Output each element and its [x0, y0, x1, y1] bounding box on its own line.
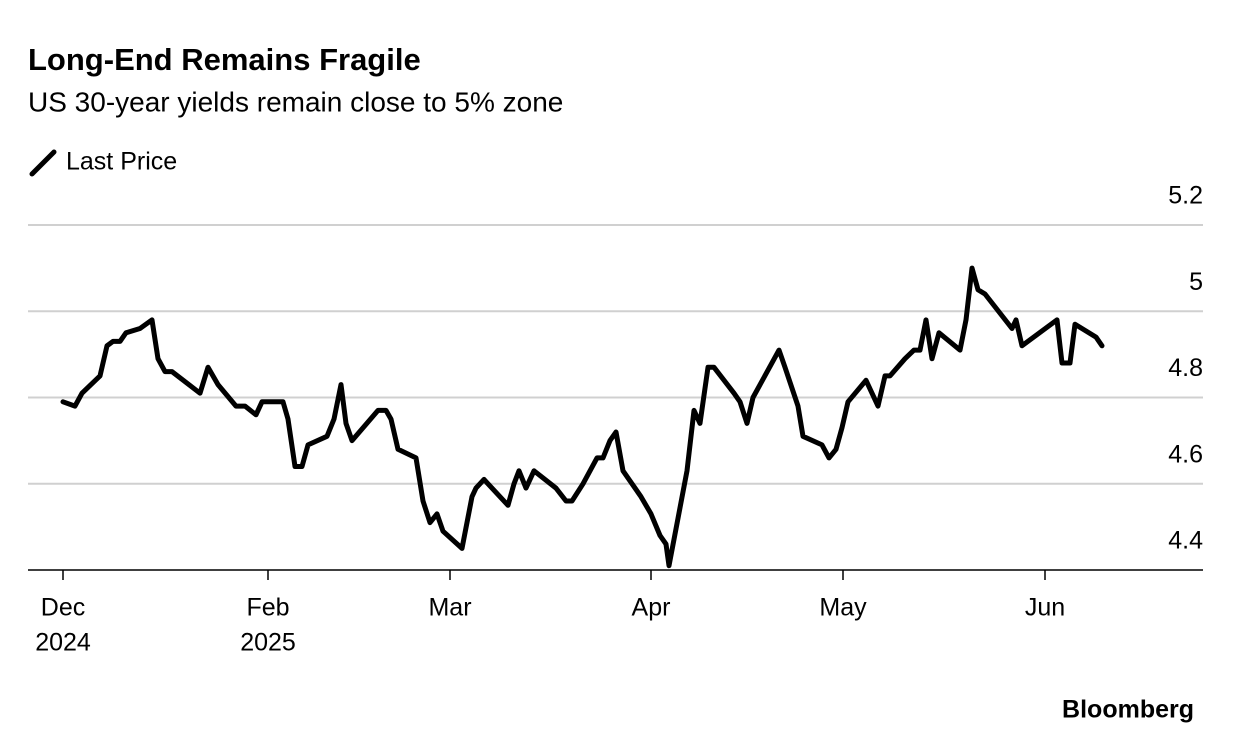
chart-subtitle: US 30-year yields remain close to 5% zon… — [28, 86, 563, 117]
x-tick-label: Feb — [246, 594, 289, 622]
source: Bloomberg — [1062, 696, 1194, 724]
y-tick-label: 4.4 — [1168, 527, 1203, 555]
y-tick-label: 4.8 — [1168, 354, 1203, 382]
y-tick-label: 4.6 — [1168, 440, 1203, 468]
x-tick-label: Apr — [632, 594, 671, 622]
y-tick-label: 5 — [1189, 268, 1203, 296]
x-year-label: 2024 — [35, 629, 91, 657]
legend-label: Last Price — [66, 148, 177, 176]
y-tick-label: 5.2 — [1168, 182, 1203, 210]
legend-swatch — [29, 149, 57, 177]
x-tick-label: Jun — [1025, 594, 1065, 622]
chart-title: Long-End Remains Fragile — [28, 42, 421, 77]
x-tick-label: Mar — [428, 594, 471, 622]
x-year-label: 2025 — [240, 629, 296, 657]
x-tick-label: Dec — [41, 594, 85, 622]
price-line — [60, 265, 1105, 569]
x-tick-label: May — [819, 594, 867, 622]
